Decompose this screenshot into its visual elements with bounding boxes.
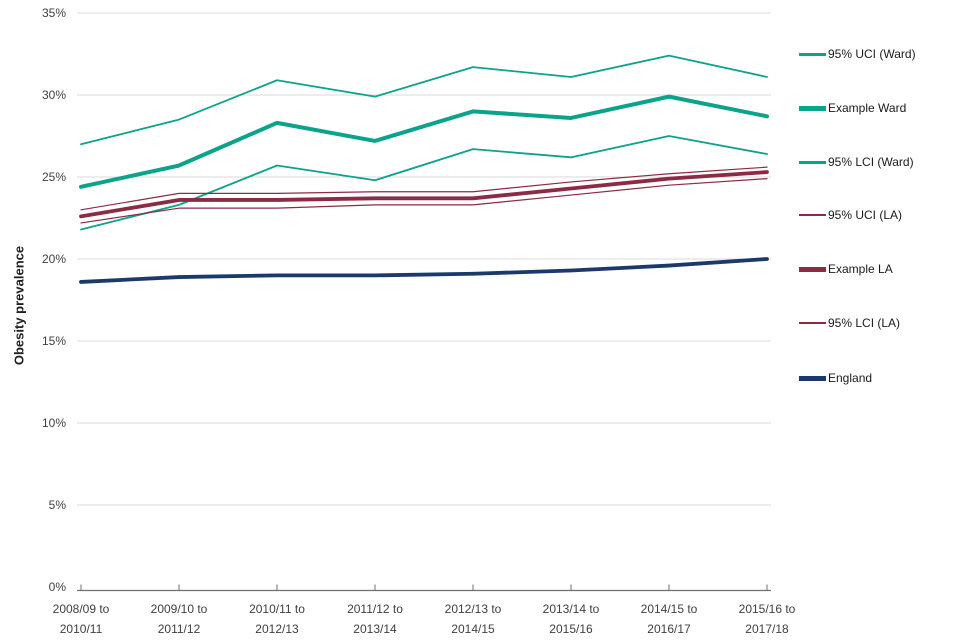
y-axis-tick-label: 5% [48, 498, 66, 512]
x-axis-tick-label: 2010/11 to 2012/13 [249, 602, 305, 636]
y-axis-tick-label: 25% [41, 170, 66, 184]
x-axis-tick-label: 2011/12 to 2013/14 [347, 602, 403, 636]
y-axis-tick-label: 10% [41, 416, 66, 430]
x-axis-tick-label: 2014/15 to 2016/17 [640, 602, 698, 636]
y-axis-title: Obesity prevalence [11, 245, 27, 366]
x-axis-tick-label: 2009/10 to 2011/12 [150, 602, 208, 636]
x-axis-tick-label: 2008/09 to 2010/11 [52, 602, 110, 636]
x-axis-tick-label: 2015/16 to 2017/18 [738, 602, 796, 636]
x-axis-tick-label: 2012/13 to 2014/15 [444, 602, 502, 636]
y-axis-tick-label: 15% [41, 334, 66, 348]
y-axis-tick-label: 30% [41, 88, 66, 102]
y-axis-tick-label: 35% [41, 6, 66, 20]
x-axis-tick-label: 2013/14 to 2015/16 [542, 602, 600, 636]
y-axis-tick-label: 0% [48, 580, 66, 594]
y-axis-tick-label: 20% [41, 252, 66, 266]
